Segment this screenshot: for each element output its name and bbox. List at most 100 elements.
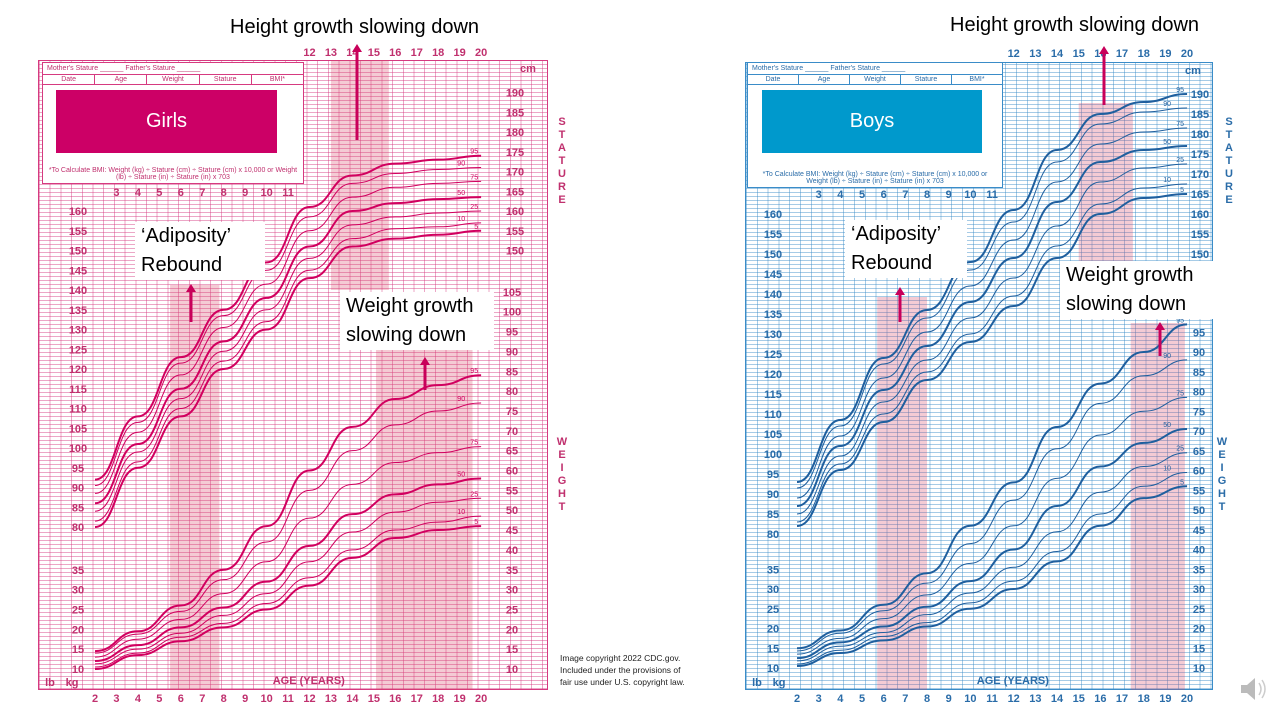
boys-weight_kg-p50-curve — [796, 428, 1188, 660]
boys-kg-left-tick: 15 — [767, 643, 779, 655]
form-col-stature: Stature — [200, 75, 252, 84]
boys-weight-axis-letter: I — [1220, 462, 1223, 474]
boys-stature_cm-p75-label: 75 — [1176, 121, 1184, 128]
boys-cm-right-tick: 155 — [1191, 229, 1209, 241]
boys-age-tick: 6 — [881, 693, 887, 705]
form-bmi-note: *To Calculate BMI: Weight (kg) ÷ Stature… — [48, 167, 298, 181]
girls-cm-left-tick: 130 — [69, 325, 87, 337]
girls-cm-left-tick: 135 — [69, 305, 87, 317]
boys-stature_cm-p25-label: 25 — [1176, 157, 1184, 164]
boys-stature_cm-p90-label: 90 — [1163, 101, 1171, 108]
boys-age-mid-tick: 11 — [986, 189, 998, 201]
girls-kg-left-tick: 15 — [72, 644, 84, 656]
girls-age-tick: 11 — [282, 693, 294, 705]
girls-cm-right-tick: 160 — [506, 206, 524, 218]
girls-kg-right-tick: 55 — [506, 485, 518, 497]
boys-age-mid-tick: 8 — [924, 189, 930, 201]
boys-cm-right-tick: 150 — [1191, 249, 1209, 261]
girls-kg-right-tick: 40 — [506, 545, 518, 557]
copyright-line: Image copyright 2022 CDC.gov. — [560, 653, 681, 663]
boys-cm-left-tick: 120 — [764, 369, 782, 381]
boys-weight_kg-p5-label: 5 — [1180, 479, 1184, 486]
form-columns: Date Age Weight Stature BMI* — [43, 74, 303, 85]
boys-cm-right-tick: 175 — [1191, 149, 1209, 161]
girls-age-tick: 14 — [346, 693, 359, 705]
girls-cm-left-tick: 100 — [69, 443, 87, 455]
boys-weight-annotation: Weight growth slowing down — [1060, 261, 1218, 319]
girls-age-tick: 19 — [454, 693, 466, 705]
girls-age-mid-tick: 8 — [221, 187, 227, 199]
girls-stature_cm-p75-curve — [94, 180, 482, 494]
girls-age-tick: 15 — [368, 693, 380, 705]
girls-age-axis-label: AGE (YEARS) — [273, 675, 345, 687]
girls-kg-right-tick: 70 — [506, 426, 518, 438]
form-col-age: Age — [799, 75, 850, 84]
boys-stature-axis-letter: T — [1226, 129, 1233, 141]
girls-age-mid-tick: 9 — [242, 187, 248, 199]
boys-cm-left-tick: 145 — [764, 269, 782, 281]
boys-stature-axis-letter: T — [1226, 155, 1233, 167]
boys-age-mid-tick: 7 — [902, 189, 908, 201]
girls-stature_cm-p75-label: 75 — [470, 174, 478, 181]
girls-weight-axis-letter: G — [558, 475, 567, 487]
girls-kg-left-tick: 25 — [72, 604, 84, 616]
boys-age-tick: 9 — [946, 693, 952, 705]
speaker-icon[interactable] — [1238, 676, 1268, 702]
girls-age-tick: 18 — [432, 693, 444, 705]
girls-kg-right-tick: 90 — [506, 346, 518, 358]
girls-stature-axis-letter: A — [558, 142, 566, 154]
boys-kg-right-tick: 20 — [1193, 624, 1205, 636]
boys-weight_kg-p10-curve — [796, 471, 1188, 665]
girls-weight_kg-p50-label: 50 — [457, 471, 465, 478]
form-col-stature: Stature — [901, 75, 952, 84]
boys-stature_cm-p10-curve — [796, 183, 1188, 523]
form-col-date: Date — [748, 75, 799, 84]
girls-kg-right-tick: 100 — [503, 307, 521, 319]
girls-stature_cm-p5-curve — [94, 229, 482, 528]
boys-arrow-head-icon — [1155, 322, 1165, 330]
form-col-bmi: BMI* — [269, 76, 285, 83]
boys-weight_kg-p25-label: 25 — [1176, 446, 1184, 453]
girls-weight_kg-p5-curve — [94, 525, 482, 670]
boys-cm-left-tick: 140 — [764, 289, 782, 301]
boys-stature_cm-p95-label: 95 — [1176, 87, 1184, 94]
form-col-weight: Weight — [850, 75, 901, 84]
boys-kg-right-tick: 35 — [1193, 564, 1205, 576]
boys-weight-axis-letter: T — [1219, 501, 1226, 513]
girls-weight_kg-p75-curve — [94, 446, 482, 658]
girls-stature-axis-letter: T — [559, 155, 566, 167]
boys-kg-left-tick: 30 — [767, 584, 779, 596]
girls-weight_kg-p10-curve — [94, 515, 482, 668]
boys-stature-axis-letter: U — [1225, 168, 1233, 180]
girls-weight-axis-letter: I — [560, 462, 563, 474]
girls-weight_kg-p25-curve — [94, 497, 482, 665]
girls-stature-axis-letter: R — [558, 181, 566, 193]
girls-kg-right-tick: 75 — [506, 406, 518, 418]
boys-stature_cm-p5-label: 5 — [1180, 187, 1184, 194]
girls-weight_kg-p50-curve — [94, 477, 482, 663]
boys-age-tick: 7 — [902, 693, 908, 705]
boys-kg-unit: kg — [773, 677, 786, 689]
girls-kg-left-tick: 30 — [72, 585, 84, 597]
form-columns: Date Age Weight Stature BMI* — [748, 74, 1002, 85]
girls-age-tick: 6 — [178, 693, 184, 705]
girls-age-top-tick: 19 — [454, 47, 466, 59]
boys-age-top-tick: 20 — [1181, 48, 1193, 60]
boys-cm-right-tick: 190 — [1191, 89, 1209, 101]
form-col-bmi: BMI* — [969, 76, 985, 83]
girls-stature-axis-letter: T — [559, 129, 566, 141]
boys-cm-left-tick: 85 — [767, 509, 779, 521]
boys-weight_kg-p10-label: 10 — [1163, 465, 1171, 472]
boys-kg-right-tick: 60 — [1193, 466, 1205, 478]
boys-age-mid-tick: 3 — [816, 189, 822, 201]
boys-cm-left-tick: 80 — [767, 529, 779, 541]
girls-weight_kg-p95-label: 95 — [470, 368, 478, 375]
boys-kg-left-tick: 25 — [767, 604, 779, 616]
girls-age-top-tick: 18 — [432, 47, 444, 59]
girls-age-top-tick: 17 — [411, 47, 423, 59]
boys-kg-right-tick: 80 — [1193, 387, 1205, 399]
boys-lb-unit: lb — [752, 677, 762, 689]
boys-age-top-tick: 15 — [1073, 48, 1085, 60]
boys-weight_kg-p95-curve — [796, 323, 1188, 650]
boys-cm-right-tick: 180 — [1191, 129, 1209, 141]
